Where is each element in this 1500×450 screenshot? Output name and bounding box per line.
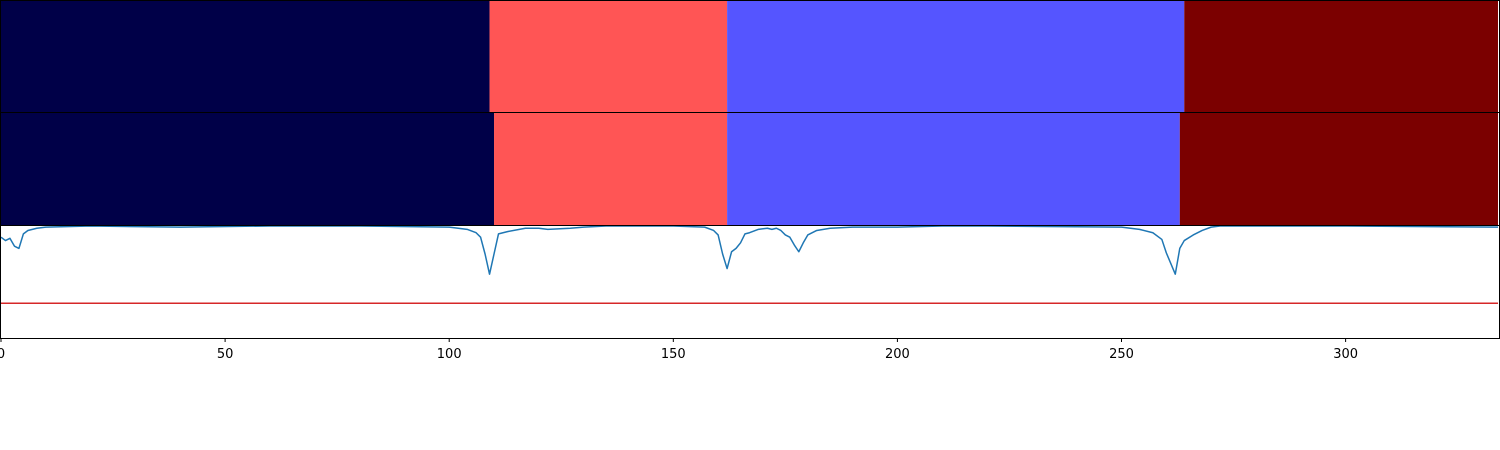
segment-middle-1 bbox=[494, 113, 727, 225]
segment-top-0 bbox=[1, 1, 490, 112]
x-tick-label-100: 100 bbox=[437, 347, 462, 362]
segment-top-1 bbox=[490, 1, 728, 112]
plot-frame bbox=[1, 226, 1500, 339]
segment-middle-3 bbox=[1180, 113, 1498, 225]
segment-top-3 bbox=[1184, 1, 1498, 112]
score-line-0 bbox=[1, 226, 1498, 274]
segment-middle-2 bbox=[727, 113, 1180, 225]
x-tick-label-50: 50 bbox=[217, 347, 234, 362]
x-tick-label-250: 250 bbox=[1109, 347, 1134, 362]
x-tick-label-0: 0 bbox=[0, 347, 5, 362]
x-tick-label-300: 300 bbox=[1333, 347, 1358, 362]
x-tick-label-200: 200 bbox=[885, 347, 910, 362]
x-tick-label-150: 150 bbox=[661, 347, 686, 362]
segment-top-2 bbox=[727, 1, 1184, 112]
confidence-plot bbox=[1, 226, 1500, 339]
segment-middle-0 bbox=[1, 113, 494, 225]
segmentation-strip-top bbox=[1, 1, 1500, 113]
segmentation-strip-middle bbox=[1, 113, 1500, 226]
x-axis: 0 50 100 150 200 250 300 bbox=[0, 338, 1358, 362]
